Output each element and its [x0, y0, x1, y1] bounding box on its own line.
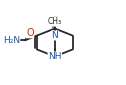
- Text: N: N: [51, 31, 58, 40]
- Text: CH₃: CH₃: [48, 17, 62, 26]
- Text: NH: NH: [48, 52, 62, 61]
- Text: O: O: [51, 16, 59, 26]
- Text: O: O: [26, 28, 34, 38]
- Text: H₂N: H₂N: [3, 36, 20, 45]
